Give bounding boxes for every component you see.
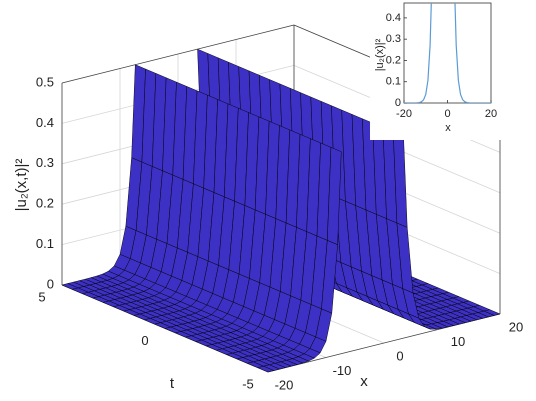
y-tick-label: 0.1 — [386, 76, 401, 88]
y-tick-label: 0.3 — [386, 33, 401, 45]
surface-patch — [257, 365, 275, 373]
z-tick-label: 0.5 — [36, 74, 54, 89]
z-tick-label: 0.3 — [36, 155, 54, 170]
axis-edge — [61, 24, 295, 84]
y-tick-label: 0 — [141, 333, 148, 348]
z-tick-label: 0.4 — [36, 115, 54, 130]
x-tick-label: 20 — [485, 108, 497, 120]
y-tick-label: 0.2 — [386, 54, 401, 66]
z-tick-label: 0.2 — [36, 196, 54, 211]
x-tick-label: -20 — [275, 377, 294, 392]
inset-chart: 00.10.20.30.4-20 0 20 — [370, 0, 536, 140]
z-tick-label: 0.1 — [36, 236, 54, 251]
inset-x-label: x — [445, 122, 451, 134]
x-tick-label: 0 — [396, 348, 403, 363]
x-tick-label: 0 — [444, 108, 450, 120]
t-axis-label: t — [170, 375, 175, 392]
z-tick-label: 0 — [47, 276, 54, 291]
y-tick-label: 0.4 — [386, 12, 401, 24]
y-tick-label: 5 — [38, 289, 45, 304]
inset-frame — [403, 2, 492, 104]
z-axis-label: |u₂(x,t)|² — [13, 159, 30, 212]
y-tick-label: -5 — [242, 376, 254, 391]
x-tick-label: 20 — [509, 319, 523, 334]
x-axis-label: x — [360, 373, 368, 390]
inset-y-label: |u₂(x)|² — [374, 38, 386, 71]
x-tick-label: -20 — [396, 108, 412, 120]
y-tick-label: 0 — [395, 97, 401, 109]
x-tick-label: -10 — [333, 363, 352, 378]
x-tick-label: 10 — [451, 334, 465, 349]
line — [404, 3, 491, 103]
